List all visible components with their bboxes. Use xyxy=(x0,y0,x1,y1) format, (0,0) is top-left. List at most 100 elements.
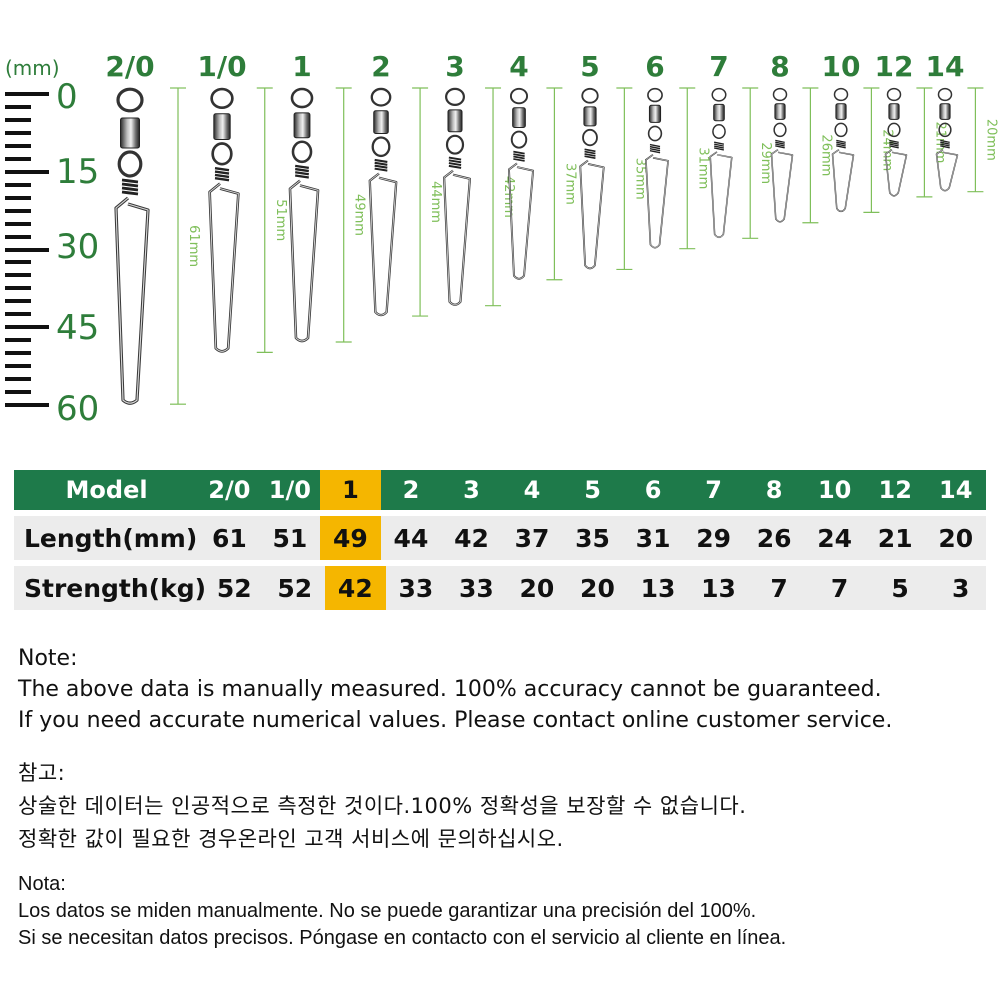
table-strength-cell: 5 xyxy=(891,573,909,603)
swivel-coil xyxy=(714,141,724,145)
size-label-1: 1 xyxy=(292,50,312,83)
table-length-cell: 35 xyxy=(575,523,610,553)
swivel-barrel xyxy=(939,103,951,120)
note-korean-line1: 상술한 데이터는 인공적으로 측정한 것이다.100% 정확성을 보장할 수 없… xyxy=(18,794,747,818)
swivel-8: 26mm xyxy=(770,87,833,224)
swivel-ring xyxy=(445,134,465,155)
size-label-2-0: 2/0 xyxy=(105,50,155,83)
swivel-coil xyxy=(836,139,846,144)
swivel-coil xyxy=(214,170,230,175)
size-label-6: 6 xyxy=(645,50,665,83)
dimension-label: 44mm xyxy=(428,181,443,223)
size-label-8: 8 xyxy=(770,50,790,83)
ruler-tick xyxy=(5,104,31,109)
swivel-coil xyxy=(448,162,462,167)
swivel-eye xyxy=(886,87,902,102)
swivel-coil xyxy=(889,145,899,149)
ruler-tick xyxy=(5,325,49,330)
note-english-title: Note: xyxy=(18,646,78,671)
swivel-4: 37mm xyxy=(507,87,577,281)
table-length-cell: 44 xyxy=(393,523,429,553)
dimension-label: 51mm xyxy=(273,199,288,241)
table-strength-cell: 52 xyxy=(277,573,313,603)
swivel-snap xyxy=(709,151,733,239)
table-header-cell: 1 xyxy=(320,470,381,510)
table-strength-cell: 33 xyxy=(458,573,494,603)
swivel-coil xyxy=(714,145,724,149)
table-header-cell: 7 xyxy=(705,476,722,504)
swivel-coil xyxy=(584,148,596,153)
dimension-label: 20mm xyxy=(983,119,998,161)
note-korean: 참고: 상술한 데이터는 인공적으로 측정한 것이다.100% 정확성을 보장할… xyxy=(18,757,746,856)
swivel-snap-highlight xyxy=(369,173,397,316)
swivel-ring xyxy=(834,122,848,138)
table-header-cell: 2/0 xyxy=(208,476,251,504)
swivel-barrel xyxy=(888,103,900,120)
ruler-tick xyxy=(5,260,31,265)
table-header-cell: 1/0 xyxy=(268,476,311,504)
swivel-snap xyxy=(443,169,471,306)
swivel-5: 35mm xyxy=(579,87,647,271)
swivel-snap-highlight xyxy=(508,163,534,280)
swivel-coil xyxy=(940,141,950,145)
ruler-label-30: 30 xyxy=(56,227,100,267)
ruler-tick xyxy=(5,377,31,382)
swivel-snap-highlight xyxy=(832,149,854,212)
table-length-cell: 37 xyxy=(514,523,550,553)
swivel-eye xyxy=(937,87,953,102)
swivel-eye xyxy=(445,87,465,106)
swivel-coil xyxy=(214,177,230,182)
table-length-cell: 24 xyxy=(817,523,853,553)
swivel-1-0: 51mm xyxy=(208,87,288,353)
dimension-label: 24mm xyxy=(879,129,894,171)
swivel-snap xyxy=(831,148,855,213)
ruler-tick xyxy=(5,403,49,407)
swivel-coil xyxy=(214,173,230,179)
ruler-tick xyxy=(5,156,31,161)
swivel-coil xyxy=(513,150,525,155)
swivel-coil xyxy=(121,178,139,184)
swivel-coil xyxy=(214,167,230,172)
ruler-label-0: 0 xyxy=(56,77,78,117)
ruler-unit: (mm) xyxy=(5,56,60,80)
table-length-cell: 51 xyxy=(272,523,308,553)
table-strength-cell: 20 xyxy=(580,573,615,603)
note-korean-line2: 정확한 값이 필요한 경우온라인 고객 서비스에 문의하십시오. xyxy=(18,827,564,851)
swivel-eye xyxy=(290,87,314,109)
swivel-coil xyxy=(584,150,596,155)
swivel-coil xyxy=(295,174,309,179)
ruler-tick xyxy=(5,234,31,239)
swivel-2: 44mm xyxy=(368,87,443,317)
swivel-2-0: 61mm xyxy=(114,87,201,405)
table-strength-cell: 52 xyxy=(216,573,252,603)
swivel-coil xyxy=(889,143,899,147)
size-label-14: 14 xyxy=(925,50,965,83)
table-row-length: Length(mm) 61 51 49 44 42 37 35 31 29 26 24 21 20 xyxy=(14,516,986,560)
swivel-coil xyxy=(295,164,309,169)
size-label-12: 12 xyxy=(874,50,914,83)
dimension-label: 26mm xyxy=(818,134,833,176)
swivel-coil xyxy=(121,182,139,188)
swivel-coil xyxy=(374,158,388,163)
table-header-cell: 3 xyxy=(463,476,480,504)
swivel-coil xyxy=(649,149,661,154)
swivel-coil xyxy=(836,145,846,149)
table-header-cell: 2 xyxy=(402,476,420,504)
swivel-3: 42mm xyxy=(443,87,516,307)
table-strength-cell: 13 xyxy=(701,573,736,603)
swivel-snap xyxy=(579,159,605,270)
table-row-length-values: 61 51 49 44 42 37 35 31 29 26 24 21 20 xyxy=(199,516,986,560)
swivel-ring xyxy=(647,125,663,142)
size-label-5: 5 xyxy=(580,50,600,83)
dimension-label: 61mm xyxy=(186,225,201,267)
swivel-barrel xyxy=(713,103,725,122)
swivel-ring xyxy=(887,122,901,138)
swivel-snap-highlight xyxy=(645,154,669,248)
swivel-ring xyxy=(117,150,143,178)
dimension-label: 31mm xyxy=(695,147,710,189)
table-length-cell: 49 xyxy=(320,516,381,560)
swivel-coil xyxy=(448,159,462,164)
table-header-cell: 6 xyxy=(644,476,662,504)
ruler-tick xyxy=(5,351,31,356)
swivel-eye xyxy=(647,87,663,103)
